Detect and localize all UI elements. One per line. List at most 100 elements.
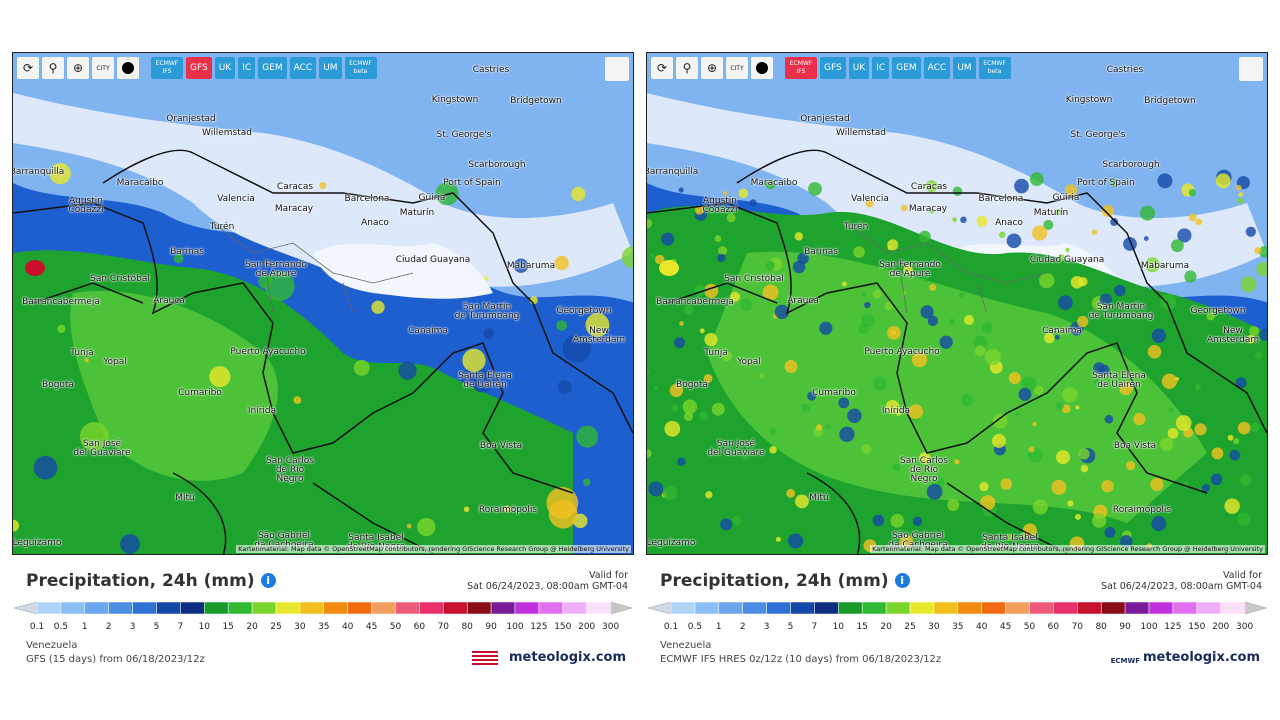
scale-swatch — [586, 601, 611, 615]
precip-cell — [860, 313, 875, 328]
precip-cell — [939, 335, 953, 349]
model-button[interactable]: ECMWF beta — [344, 57, 377, 79]
model-button[interactable]: UM — [953, 57, 976, 79]
toolbar-icon[interactable] — [117, 57, 139, 79]
scale-swatch — [371, 601, 396, 615]
precip-cell — [1170, 239, 1184, 253]
city-label: Bogotá — [42, 380, 74, 390]
city-label: Leguízamo — [646, 538, 696, 548]
precip-dry — [13, 93, 633, 287]
precip-cell — [1051, 479, 1067, 495]
source-logo: ECMWF — [1110, 657, 1140, 665]
precip-cell — [1101, 204, 1114, 217]
toolbar: ⟳ ⚲ ⊕ CITY ECMWF IFS GFS UK IC GEM ACC UM ECMWF bet… — [651, 57, 1011, 79]
toolbar-icon[interactable]: ⚲ — [676, 57, 698, 79]
scale-swatch — [1029, 601, 1054, 615]
model-button[interactable]: GEM — [258, 57, 287, 79]
city-label: Maturín — [399, 208, 435, 218]
city-label: San Fernando de Apure — [879, 260, 941, 279]
info-icon[interactable]: i — [260, 573, 276, 588]
scale-swatch — [885, 601, 911, 615]
model-button[interactable]: UK — [214, 57, 236, 79]
model-button[interactable]: UM — [319, 57, 342, 79]
precip-cell — [677, 457, 686, 467]
precip-cell — [1160, 293, 1177, 310]
toolbar-icon[interactable]: ⊕ — [67, 57, 89, 79]
precip-cell — [884, 301, 894, 311]
precip-cell — [872, 514, 885, 527]
brand: meteologix.com — [509, 650, 626, 665]
city-label: Maracay — [274, 204, 314, 214]
toolbar-icon[interactable]: ⚲ — [42, 57, 64, 79]
precip-cell — [958, 292, 965, 298]
precip-cell — [947, 498, 960, 512]
precip-cell — [774, 304, 790, 320]
model-button[interactable]: ACC — [923, 57, 951, 79]
toolbar-icon[interactable]: ⟳ — [17, 57, 39, 79]
legend-title: Precipitation, 24h (mm) i — [26, 571, 276, 591]
precip-cell — [471, 369, 495, 393]
scale-label: 20 — [246, 622, 258, 632]
city-label: Puerto Ayacucho — [230, 347, 306, 357]
share-button[interactable] — [605, 57, 629, 81]
model-button[interactable]: GFS — [820, 57, 846, 79]
city-label: Maracaibo — [750, 178, 798, 188]
city-label: Kingstown — [1065, 95, 1113, 105]
precip-cell — [664, 420, 681, 437]
model-button[interactable]: ECMWF beta — [978, 57, 1011, 79]
model-button[interactable]: GFS — [186, 57, 212, 79]
precip-cell — [960, 216, 967, 224]
precip-cell — [908, 404, 924, 419]
city-label: Puerto Ayacucho — [864, 347, 940, 357]
scale-label: 125 — [530, 622, 548, 632]
city-label: Leguízamo — [12, 538, 62, 548]
scale-swatch — [742, 601, 767, 615]
precip-cell — [717, 253, 726, 263]
city-label: Maracay — [908, 204, 948, 214]
scale-swatch — [538, 601, 564, 615]
city-toggle[interactable]: CITY — [726, 57, 748, 79]
precip-cell — [892, 463, 901, 472]
scale-swatch — [1172, 601, 1198, 615]
precip-cell — [963, 314, 974, 325]
map-panel: Castries Kingstown Bridgetown Oranjestad Wil… — [646, 52, 1268, 555]
precip-cell — [258, 274, 273, 289]
toolbar-icon[interactable]: ⊕ — [701, 57, 723, 79]
city-toggle[interactable]: CITY — [92, 57, 114, 79]
scale-label: 30 — [928, 622, 940, 632]
model-button[interactable]: IC — [872, 57, 890, 79]
toolbar-icon[interactable] — [751, 57, 773, 79]
precip-cell — [484, 276, 489, 281]
model-button[interactable]: ECMWF IFS — [151, 57, 183, 79]
model-button[interactable]: IC — [238, 57, 256, 79]
precip-cell — [683, 305, 694, 316]
precip-cell — [1151, 516, 1167, 532]
scale-swatch — [790, 601, 815, 615]
toolbar-icon[interactable]: ⟳ — [651, 57, 673, 79]
precip-cell — [1233, 437, 1240, 445]
precip-cell — [980, 495, 996, 511]
model-button[interactable]: ECMWF IFS — [785, 57, 817, 79]
scale-label: 10 — [198, 622, 211, 632]
precip-cell — [1120, 535, 1133, 548]
precip-cell — [654, 385, 659, 390]
info-icon[interactable]: i — [894, 573, 910, 588]
model-button[interactable]: GEM — [892, 57, 921, 79]
precip-cell — [1078, 448, 1090, 460]
precip-cell — [976, 215, 988, 227]
precip-cell — [949, 318, 955, 325]
precip-cell — [918, 452, 931, 464]
precip-cell — [503, 505, 511, 513]
city-label: Barinas — [804, 247, 838, 257]
city-label: Barranquilla — [646, 167, 699, 177]
model-button[interactable]: UK — [848, 57, 870, 79]
precip-cell — [1237, 197, 1244, 204]
spacer — [776, 57, 782, 79]
share-button[interactable] — [1239, 57, 1263, 81]
precip-cell — [13, 519, 20, 532]
precip-cell — [1114, 284, 1126, 297]
scale-label: 25 — [270, 622, 282, 632]
precip-cell — [705, 491, 713, 499]
model-button[interactable]: ACC — [289, 57, 317, 79]
legend: Precipitation, 24h (mm) i Valid for Sat 06/… — [646, 565, 1268, 675]
